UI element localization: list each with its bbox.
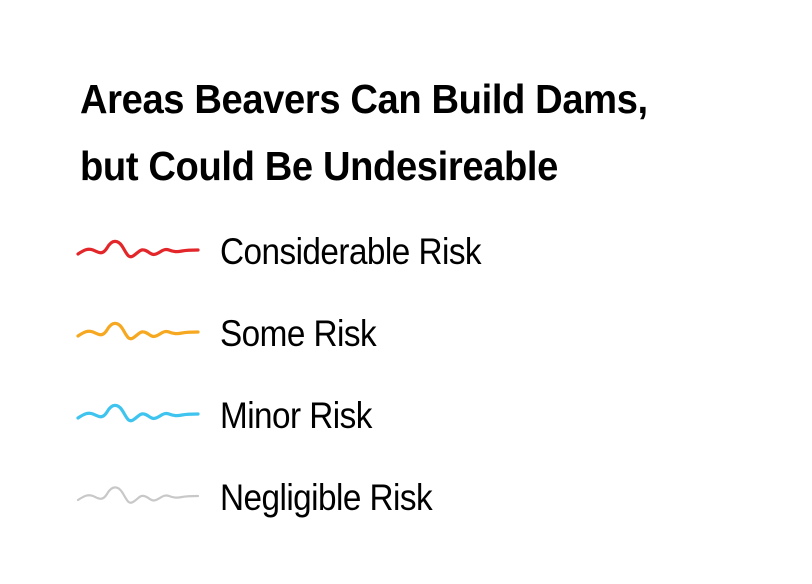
legend-item-label: Some Risk	[220, 313, 377, 354]
legend-item-minor-risk: Minor Risk	[76, 392, 776, 442]
legend-title-line-2: but Could Be Undesireable	[80, 143, 558, 189]
squiggly-line-icon	[76, 239, 200, 259]
legend-item-label: Considerable Risk	[220, 231, 482, 272]
legend-title: Areas Beavers Can Build Dams, but Could …	[80, 66, 750, 200]
squiggly-line-icon	[76, 486, 200, 504]
legend-item-label: Negligible Risk	[220, 477, 433, 518]
legend-item-considerable-risk: Considerable Risk	[76, 228, 776, 278]
squiggly-line-icon	[76, 403, 200, 423]
squiggly-line-icon	[76, 321, 200, 341]
legend-title-line-1: Areas Beavers Can Build Dams,	[80, 76, 648, 122]
legend-item-label: Minor Risk	[220, 395, 372, 436]
legend-item-some-risk: Some Risk	[76, 310, 776, 360]
legend-item-negligible-risk: Negligible Risk	[76, 474, 776, 524]
